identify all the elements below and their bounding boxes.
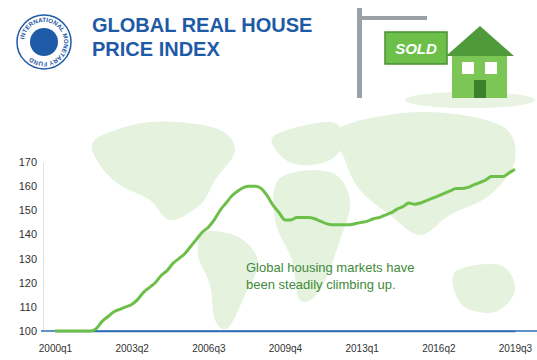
house-door bbox=[474, 80, 486, 98]
y-tick-label: 140 bbox=[19, 228, 37, 240]
sign-board bbox=[385, 32, 447, 64]
continent bbox=[452, 264, 515, 313]
chart-root: INTERNATIONAL MONETARY FUND GLOBAL REAL H… bbox=[0, 0, 537, 360]
y-tick: 120 bbox=[19, 277, 43, 289]
plot-area bbox=[55, 169, 515, 331]
continent bbox=[272, 122, 345, 165]
house bbox=[405, 26, 535, 108]
x-tick-label: 2016q2 bbox=[422, 343, 456, 354]
y-tick: 170 bbox=[19, 156, 43, 168]
title: GLOBAL REAL HOUSEPRICE INDEX bbox=[92, 14, 312, 60]
y-tick-label: 110 bbox=[19, 301, 37, 313]
house-window bbox=[485, 62, 497, 74]
x-tick-label: 2000q1 bbox=[39, 343, 73, 354]
sign-post bbox=[357, 8, 362, 98]
svg-text:INTERNATIONAL MONETARY FUND: INTERNATIONAL MONETARY FUND bbox=[18, 16, 70, 68]
sign-arm bbox=[357, 16, 427, 20]
logo: INTERNATIONAL MONETARY FUND bbox=[17, 15, 71, 69]
sign-text: SOLD bbox=[395, 40, 437, 57]
logo-text: INTERNATIONAL MONETARY FUND bbox=[18, 16, 70, 68]
title-line: GLOBAL REAL HOUSE bbox=[92, 14, 312, 36]
x-tick: 2006q3 bbox=[192, 331, 226, 354]
y-tick-label: 130 bbox=[19, 253, 37, 265]
x-tick: 2013q1 bbox=[345, 331, 379, 354]
logo-ring bbox=[17, 15, 71, 69]
logo-globe bbox=[30, 28, 58, 56]
x-tick: 2016q2 bbox=[422, 331, 456, 354]
continent bbox=[92, 121, 235, 220]
y-axis: 100 110 120 130 140 150 160 170 bbox=[19, 156, 44, 337]
y-tick: 140 bbox=[19, 228, 43, 240]
y-tick-label: 150 bbox=[19, 204, 37, 216]
y-tick-label: 170 bbox=[19, 156, 37, 168]
x-tick: 2000q1 bbox=[39, 331, 73, 354]
x-tick-label: 2006q3 bbox=[192, 343, 226, 354]
y-tick-label: 160 bbox=[19, 180, 37, 192]
x-tick-label: 2009q4 bbox=[269, 343, 303, 354]
x-tick: 2009q4 bbox=[269, 331, 303, 354]
x-tick-label: 2003q2 bbox=[115, 343, 149, 354]
x-tick: 2019q3 bbox=[499, 331, 533, 354]
y-tick: 100 bbox=[19, 325, 43, 337]
sold-sign: SOLD bbox=[357, 8, 447, 98]
y-tick-label: 100 bbox=[19, 325, 37, 337]
y-axis-line bbox=[43, 163, 44, 332]
x-tick: 2003q2 bbox=[115, 331, 149, 354]
title-line: PRICE INDEX bbox=[92, 38, 220, 60]
y-tick: 130 bbox=[19, 253, 43, 265]
baseline bbox=[41, 330, 537, 332]
data-line bbox=[55, 169, 515, 331]
x-tick-label: 2019q3 bbox=[499, 343, 533, 354]
house-window bbox=[462, 62, 474, 74]
x-tick-label: 2013q1 bbox=[345, 343, 379, 354]
y-tick: 160 bbox=[19, 180, 43, 192]
y-tick-label: 120 bbox=[19, 277, 37, 289]
x-axis: 2000q1 2003q2 2006q3 2009q4 2013q1 2016q2 2019… bbox=[39, 331, 533, 354]
annotation: been steadily climbing up. bbox=[246, 277, 396, 292]
y-tick: 110 bbox=[19, 301, 43, 313]
house-roof bbox=[446, 26, 514, 56]
continent bbox=[335, 112, 516, 235]
world-map bbox=[92, 112, 516, 330]
house-body bbox=[452, 52, 507, 98]
y-tick: 150 bbox=[19, 204, 43, 216]
annotation: Global housing markets have bbox=[246, 260, 414, 275]
